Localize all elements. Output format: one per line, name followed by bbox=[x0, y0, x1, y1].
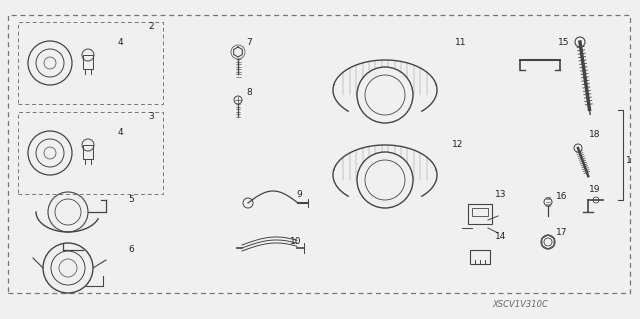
Bar bbox=[18, 22, 163, 104]
Text: 6: 6 bbox=[128, 245, 134, 254]
Text: 1: 1 bbox=[626, 156, 632, 165]
Bar bbox=[472, 208, 488, 216]
Text: 8: 8 bbox=[246, 88, 252, 97]
Bar bbox=[470, 250, 490, 264]
Text: 13: 13 bbox=[495, 190, 506, 199]
Text: 17: 17 bbox=[556, 228, 568, 237]
Text: 18: 18 bbox=[589, 130, 600, 139]
Bar bbox=[468, 204, 492, 224]
Text: 12: 12 bbox=[452, 140, 463, 149]
Bar bbox=[18, 112, 163, 194]
Text: 19: 19 bbox=[589, 185, 600, 194]
Text: 16: 16 bbox=[556, 192, 568, 201]
Text: 7: 7 bbox=[246, 38, 252, 47]
Text: 2: 2 bbox=[148, 22, 154, 31]
Text: XSCV1V310C: XSCV1V310C bbox=[492, 300, 548, 309]
Text: 4: 4 bbox=[118, 128, 124, 137]
Text: 10: 10 bbox=[290, 237, 301, 246]
Text: 5: 5 bbox=[128, 195, 134, 204]
Text: 9: 9 bbox=[296, 190, 301, 199]
Text: 15: 15 bbox=[558, 38, 570, 47]
Bar bbox=[8, 15, 630, 293]
Text: 11: 11 bbox=[455, 38, 467, 47]
Text: 14: 14 bbox=[495, 232, 506, 241]
Text: 3: 3 bbox=[148, 112, 154, 121]
Text: 4: 4 bbox=[118, 38, 124, 47]
